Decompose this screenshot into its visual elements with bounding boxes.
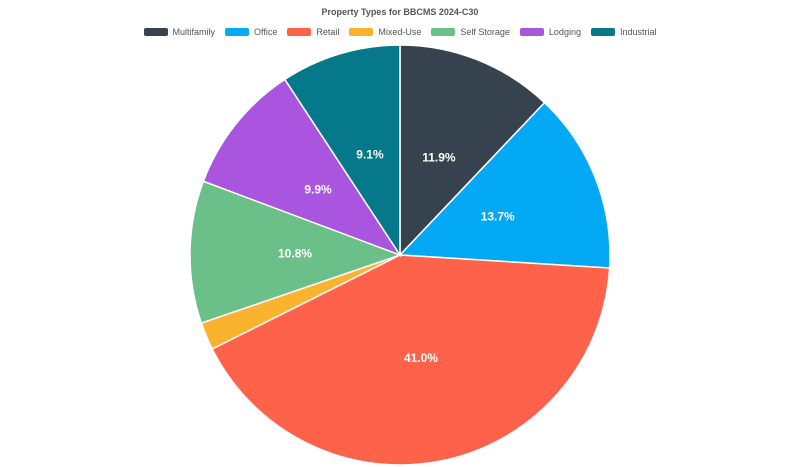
slice-label: 11.9% [422, 150, 456, 164]
slice-label: 10.8% [278, 246, 312, 260]
slice-label: 41.0% [404, 351, 438, 365]
chart-title: Property Types for BBCMS 2024-C30 [321, 7, 479, 17]
legend-item-self-storage[interactable]: Self Storage [431, 27, 510, 37]
slice-label: 9.9% [304, 182, 332, 196]
legend-label: Office [254, 27, 278, 37]
legend-item-office[interactable]: Office [225, 27, 277, 37]
pie-slice-self-storage[interactable] [189, 180, 403, 325]
legend-swatch [225, 28, 250, 36]
legend-item-mixed-use[interactable]: Mixed-Use [349, 27, 421, 37]
legend-item-retail[interactable]: Retail [287, 27, 339, 37]
legend-swatch [349, 28, 374, 36]
legend-swatch [143, 28, 168, 36]
legend: Multifamily Office Retail Mixed-Use Self Sto… [0, 27, 800, 37]
legend-item-multifamily[interactable]: Multifamily [143, 27, 216, 37]
legend-label: Lodging [548, 27, 581, 37]
pie-slice-retail[interactable] [211, 254, 611, 466]
pie-slice-lodging[interactable] [202, 78, 402, 257]
pie-slice-industrial[interactable] [283, 44, 401, 258]
legend-label: Multifamily [172, 27, 216, 37]
legend-swatch [590, 28, 615, 36]
legend-label: Mixed-Use [378, 27, 422, 37]
legend-swatch [431, 28, 456, 36]
pie-slice-office[interactable] [398, 101, 611, 269]
pie-slice-multifamily[interactable] [399, 44, 546, 257]
legend-swatch [287, 28, 312, 36]
slice-label: 9.1% [356, 147, 384, 161]
legend-label: Self Storage [460, 27, 510, 37]
legend-swatch [519, 28, 544, 36]
legend-item-industrial[interactable]: Industrial [590, 27, 657, 37]
legend-item-lodging[interactable]: Lodging [519, 27, 581, 37]
legend-label: Industrial [619, 27, 657, 37]
legend-label: Retail [316, 27, 340, 37]
slice-label: 13.7% [481, 210, 515, 224]
